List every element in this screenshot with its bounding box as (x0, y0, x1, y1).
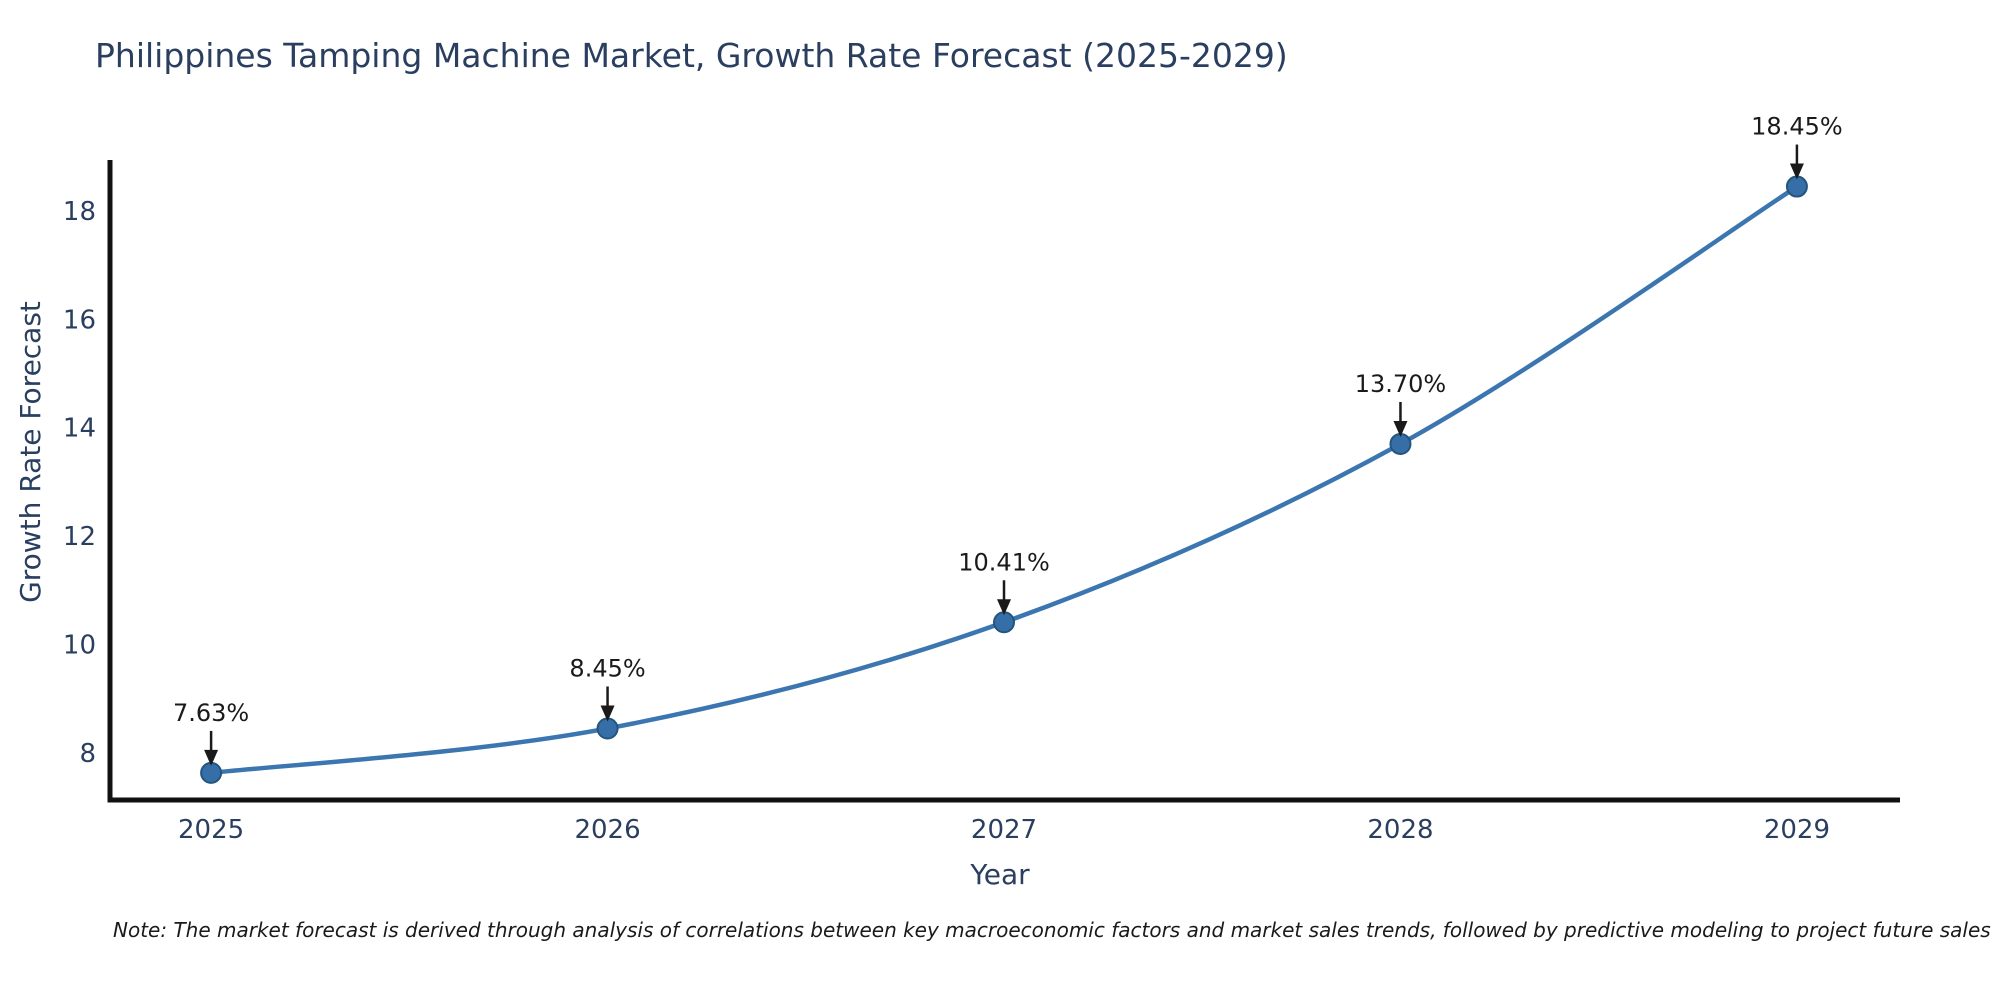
y-tick-label: 12 (63, 522, 96, 552)
y-axis-spine (107, 160, 113, 803)
y-tick-label: 14 (63, 414, 96, 444)
point-value-label: 8.45% (569, 654, 645, 682)
y-tick-label: 8 (79, 739, 96, 769)
annotation-arrow-head (600, 705, 615, 722)
point-value-label: 10.41% (958, 548, 1050, 576)
chart-footnote: Note: The market forecast is derived thr… (113, 918, 1991, 942)
point-value-label: 13.70% (1355, 370, 1447, 398)
x-tick-label: 2025 (178, 815, 244, 845)
x-tick-label: 2027 (971, 815, 1037, 845)
y-tick-label: 10 (63, 630, 96, 660)
annotation-arrow-head (204, 749, 219, 766)
x-axis-label: Year (970, 858, 1030, 891)
series-line (208, 184, 1800, 776)
chart-title: Philippines Tamping Machine Market, Grow… (95, 36, 1288, 75)
annotation-arrow-head (1393, 420, 1408, 437)
y-tick-label: 18 (63, 197, 96, 227)
x-tick-label: 2029 (1764, 815, 1830, 845)
point-value-label: 7.63% (173, 699, 249, 727)
annotation-arrow-head (997, 599, 1012, 616)
point-value-label: 18.45% (1751, 113, 1843, 141)
annotation-arrow-head (1789, 163, 1804, 180)
x-axis-spine (107, 797, 1900, 803)
x-tick-label: 2026 (574, 815, 640, 845)
y-tick-label: 16 (63, 305, 96, 335)
x-tick-label: 2028 (1367, 815, 1433, 845)
